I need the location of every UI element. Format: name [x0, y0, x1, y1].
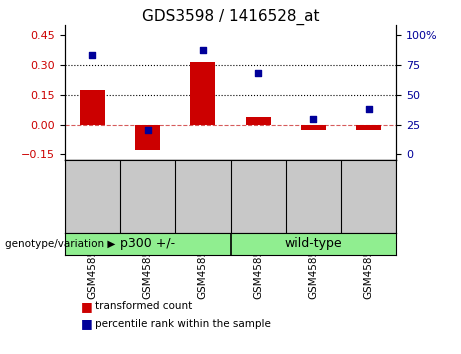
Text: transformed count: transformed count — [95, 301, 192, 311]
Bar — [190, 62, 215, 125]
Bar — [301, 125, 326, 131]
Text: genotype/variation ▶: genotype/variation ▶ — [5, 239, 115, 249]
Text: ■: ■ — [81, 318, 92, 330]
Point — [199, 47, 207, 53]
Text: p300 +/-: p300 +/- — [120, 238, 175, 251]
Point — [89, 52, 96, 58]
Point — [144, 128, 151, 133]
Point — [365, 106, 372, 112]
Point — [310, 116, 317, 121]
Point — [254, 70, 262, 76]
Bar — [80, 90, 105, 125]
Bar — [356, 125, 381, 130]
Bar — [135, 125, 160, 150]
Text: wild-type: wild-type — [284, 238, 342, 251]
Title: GDS3598 / 1416528_at: GDS3598 / 1416528_at — [142, 8, 319, 25]
Text: ■: ■ — [81, 300, 92, 313]
Text: percentile rank within the sample: percentile rank within the sample — [95, 319, 271, 329]
Bar — [246, 116, 271, 125]
